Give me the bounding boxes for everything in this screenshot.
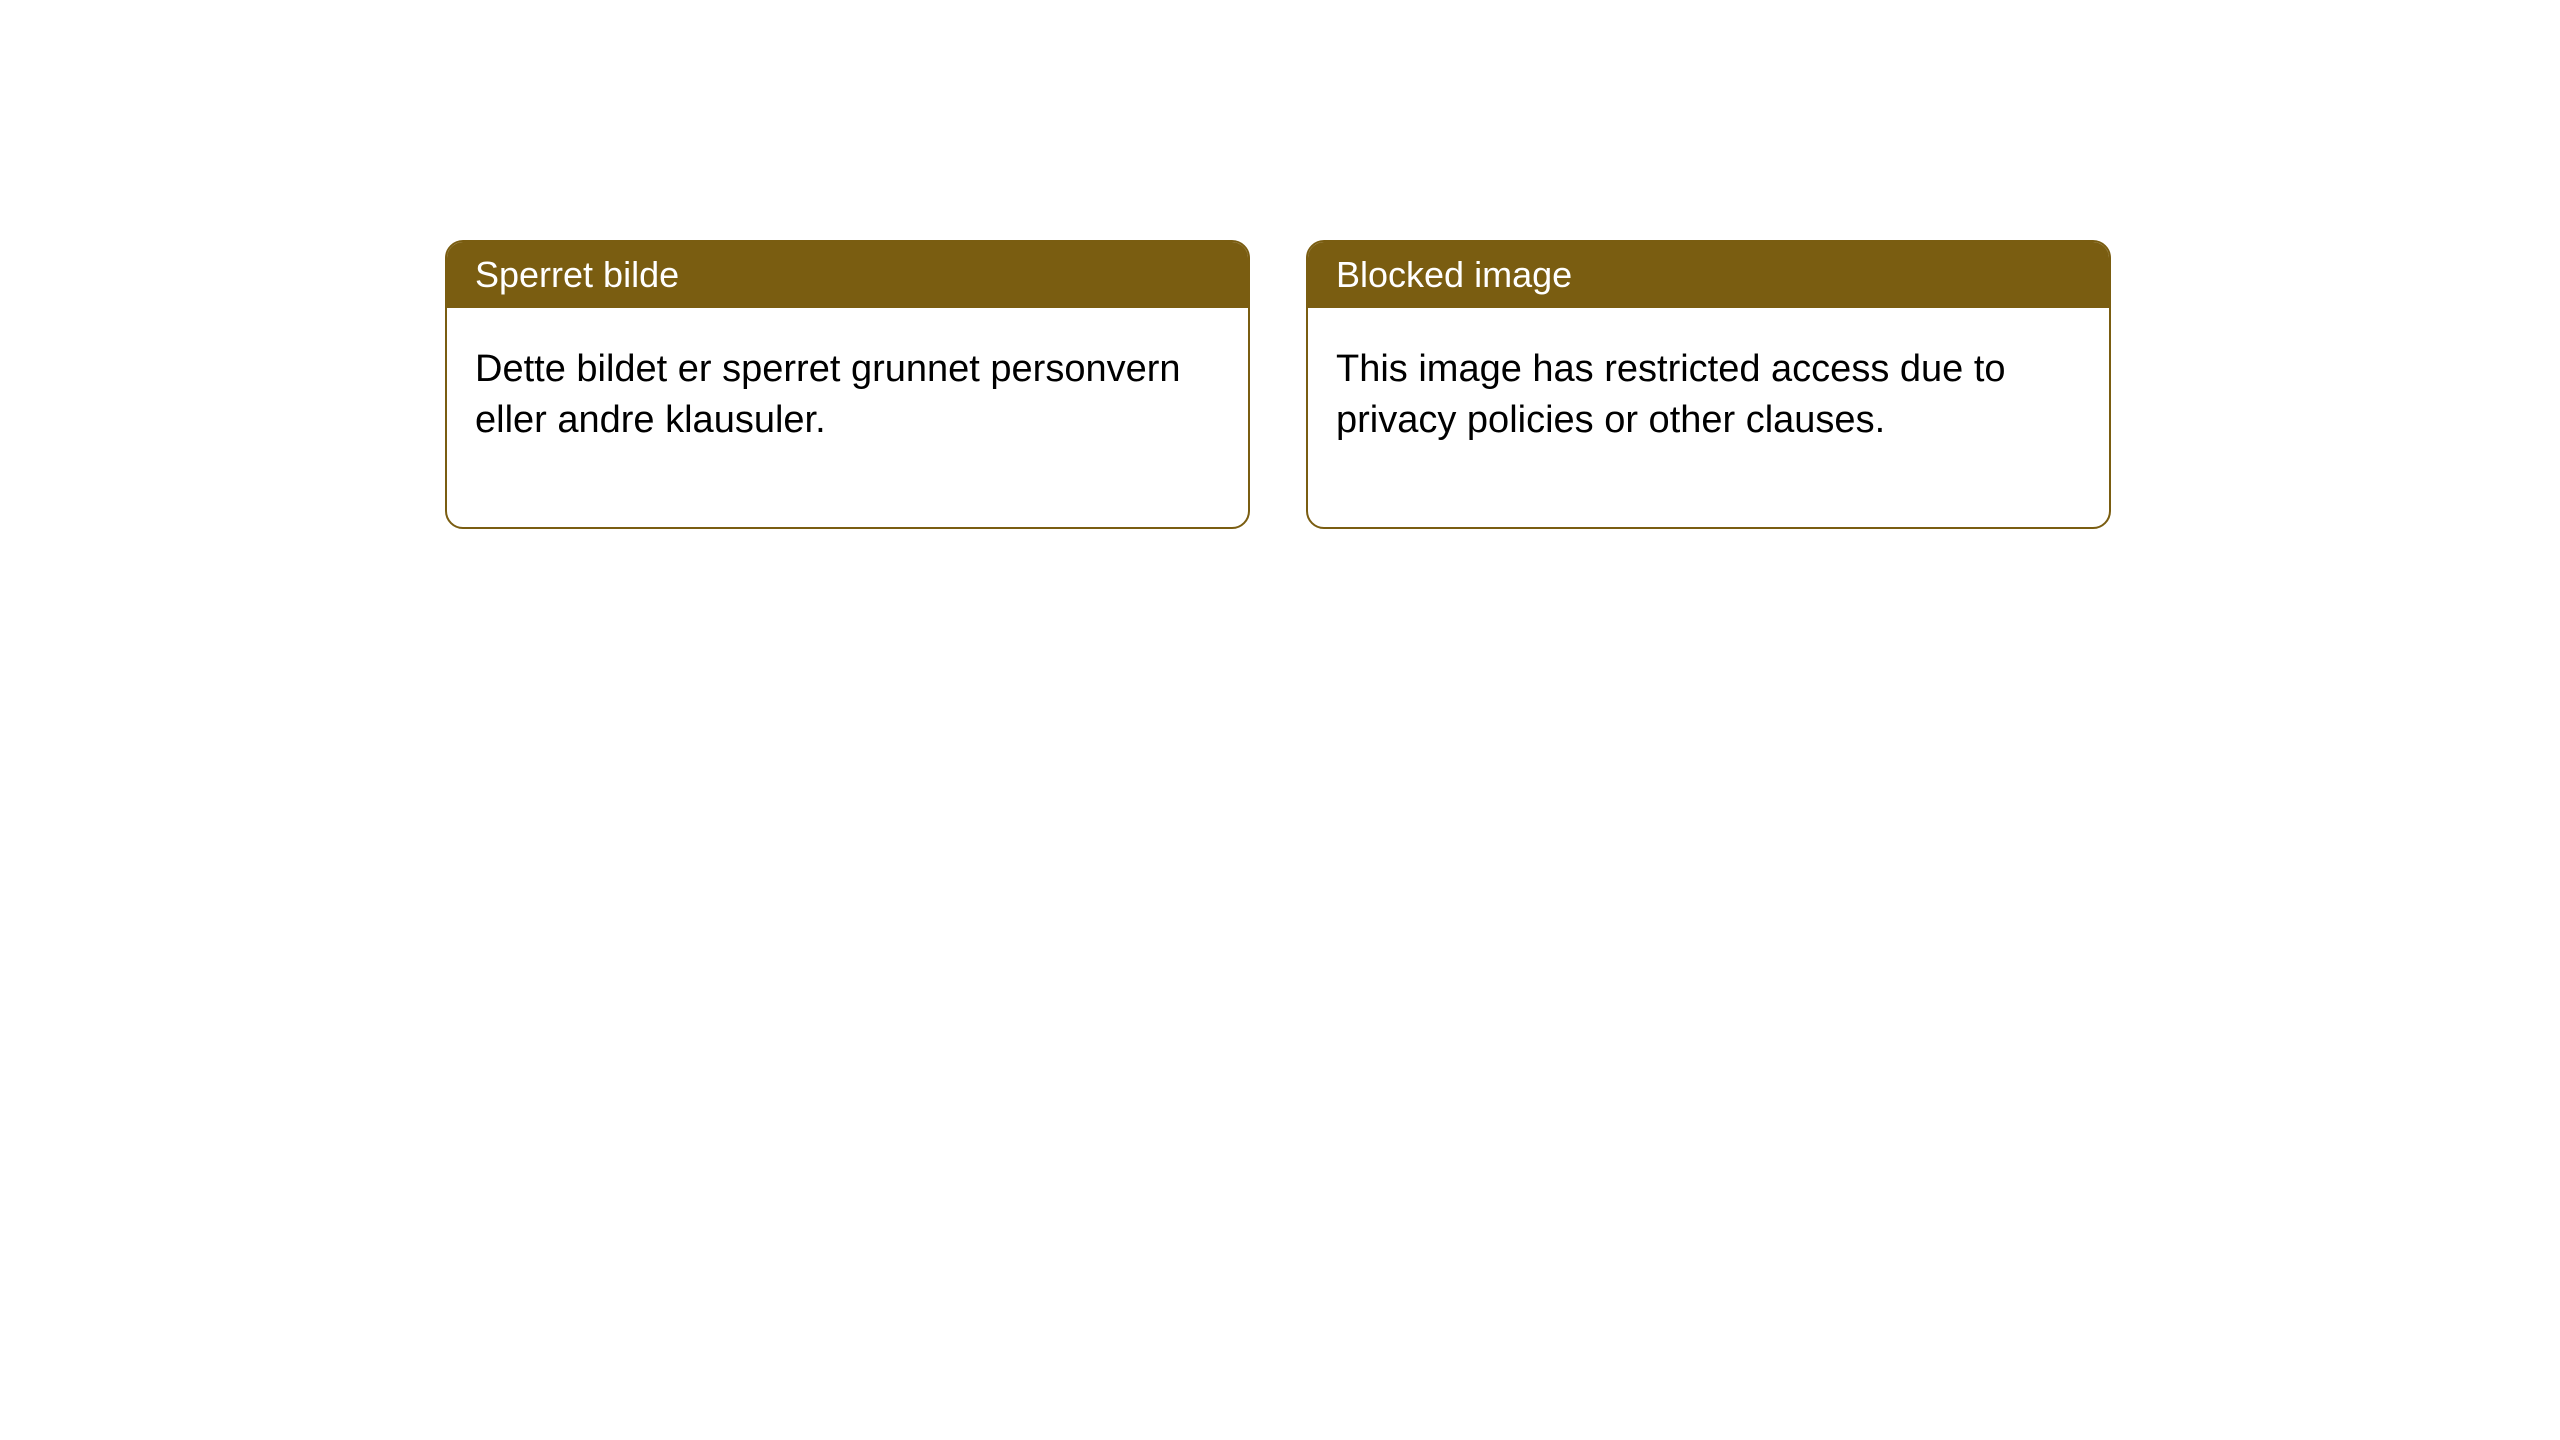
card-english: Blocked image This image has restricted …	[1306, 240, 2111, 529]
card-body: This image has restricted access due to …	[1308, 308, 2109, 527]
card-body: Dette bildet er sperret grunnet personve…	[447, 308, 1248, 527]
card-title: Sperret bilde	[475, 254, 679, 295]
card-body-text: Dette bildet er sperret grunnet personve…	[475, 348, 1181, 441]
card-body-text: This image has restricted access due to …	[1336, 348, 2006, 441]
cards-container: Sperret bilde Dette bildet er sperret gr…	[445, 240, 2560, 529]
card-title: Blocked image	[1336, 254, 1572, 295]
card-header: Blocked image	[1308, 242, 2109, 308]
card-header: Sperret bilde	[447, 242, 1248, 308]
card-norwegian: Sperret bilde Dette bildet er sperret gr…	[445, 240, 1250, 529]
